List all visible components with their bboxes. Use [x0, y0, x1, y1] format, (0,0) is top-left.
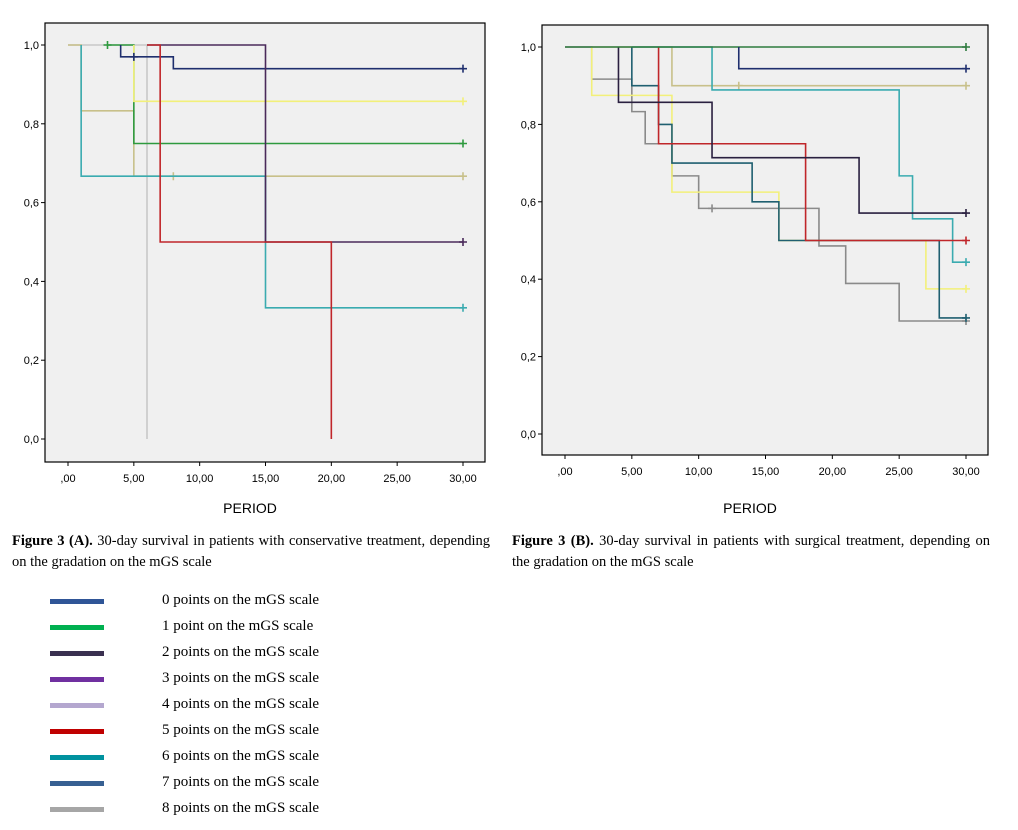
legend-swatch — [50, 781, 104, 786]
x-tick-label: 15,00 — [752, 466, 780, 478]
legend-swatch — [50, 807, 104, 812]
legend-swatch — [50, 599, 104, 604]
censor-mark — [459, 64, 467, 73]
legend-label: 3 points on the mGS scale — [162, 670, 320, 686]
censor-mark — [962, 284, 970, 293]
y-tick-label: 0,8 — [24, 119, 39, 131]
survival-curve-dark — [617, 47, 966, 214]
caption-b-text: 30-day survival in patients with surgica… — [512, 533, 990, 570]
x-tick-label: 5,00 — [621, 466, 642, 478]
legend-swatch — [50, 625, 104, 630]
survival-chart-a: 0,0 0,2 0,4 0,6 0,8 1,0 ,00 5,00 10,00 15,00 20,00… — [24, 22, 486, 485]
censor-mark — [962, 258, 970, 267]
x-tick-label: 25,00 — [885, 466, 913, 478]
censor-mark — [708, 204, 717, 213]
censor-mark — [962, 236, 970, 245]
censor-mark — [962, 313, 970, 322]
censor-mark — [734, 81, 743, 90]
y-tick-label: 0,6 — [24, 198, 39, 210]
x-tick-label: 15,00 — [252, 473, 280, 485]
x-tick-label: 10,00 — [685, 466, 713, 478]
legend-label: 1 point on the mGS scale — [162, 618, 314, 634]
survival-curve-navy — [119, 45, 463, 70]
censor-mark — [962, 209, 970, 218]
legend-label: 6 points on the mGS scale — [162, 748, 320, 764]
x-tick-label: 20,00 — [819, 466, 847, 478]
y-tick-label: 0,4 — [521, 274, 536, 286]
y-tick-label: 0,4 — [24, 276, 39, 288]
x-axis-label-b: PERIOD — [723, 500, 777, 516]
censor-mark — [459, 97, 467, 106]
legend-label: 4 points on the mGS scale — [162, 696, 320, 712]
censor-mark — [962, 64, 970, 73]
survival-curve-navy — [737, 47, 966, 70]
legend-label: 8 points on the mGS scale — [162, 800, 320, 816]
y-tick-label: 0,2 — [521, 352, 536, 364]
y-tick-label: 0,8 — [521, 119, 536, 131]
x-tick-label: ,00 — [60, 473, 75, 485]
censor-mark — [962, 43, 970, 51]
x-tick-label: 20,00 — [318, 473, 346, 485]
y-tick-label: 0,2 — [24, 355, 39, 367]
survival-curve-yellow — [133, 45, 463, 103]
legend-swatch — [50, 703, 104, 708]
y-tick-label: 1,0 — [24, 40, 39, 52]
legend-swatch — [50, 755, 104, 760]
censor-mark — [459, 172, 467, 181]
censor-mark — [459, 238, 467, 246]
caption-a-text: 30-day survival in patients with conserv… — [12, 533, 490, 570]
x-tick-label: 30,00 — [952, 466, 980, 478]
legend-label: 0 points on the mGS scale — [162, 592, 320, 608]
legend-label: 2 points on the mGS scale — [162, 644, 320, 660]
censor-mark — [103, 41, 112, 49]
x-tick-label: ,00 — [557, 466, 572, 478]
survival-curve-red — [657, 47, 966, 242]
x-tick-label: 5,00 — [123, 473, 144, 485]
caption-a: Figure 3 (A). 30-day survival in patient… — [12, 531, 490, 573]
survival-curve-dark-purple — [147, 44, 463, 243]
caption-b: Figure 3 (B). 30-day survival in patient… — [512, 531, 990, 573]
caption-b-label: Figure 3 (B). — [512, 533, 594, 549]
x-axis-label-a: PERIOD — [223, 500, 277, 516]
legend-label: 7 points on the mGS scale — [162, 774, 320, 790]
legend-swatch — [50, 651, 104, 656]
x-tick-label: 30,00 — [449, 473, 477, 485]
survival-chart-b: 0,0 0,2 0,4 0,6 0,8 1,0 ,00 5,00 10,00 15,00 20,00… — [521, 24, 989, 478]
censor-mark — [459, 139, 467, 148]
caption-a-label: Figure 3 (A). — [12, 533, 93, 549]
censor-mark — [459, 303, 467, 312]
censor-mark — [129, 52, 138, 61]
survival-curve-red — [147, 44, 333, 439]
censor-mark — [962, 81, 970, 90]
y-tick-label: 0,6 — [521, 197, 536, 209]
legend-label: 5 points on the mGS scale — [162, 722, 320, 738]
legend-swatch — [50, 677, 104, 682]
survival-curve-gray — [565, 46, 966, 322]
x-tick-label: 25,00 — [383, 473, 411, 485]
y-tick-label: 0,0 — [24, 434, 39, 446]
y-tick-label: 0,0 — [521, 429, 536, 441]
y-tick-label: 1,0 — [521, 42, 536, 54]
legend-swatch — [50, 729, 104, 734]
x-tick-label: 10,00 — [186, 473, 214, 485]
